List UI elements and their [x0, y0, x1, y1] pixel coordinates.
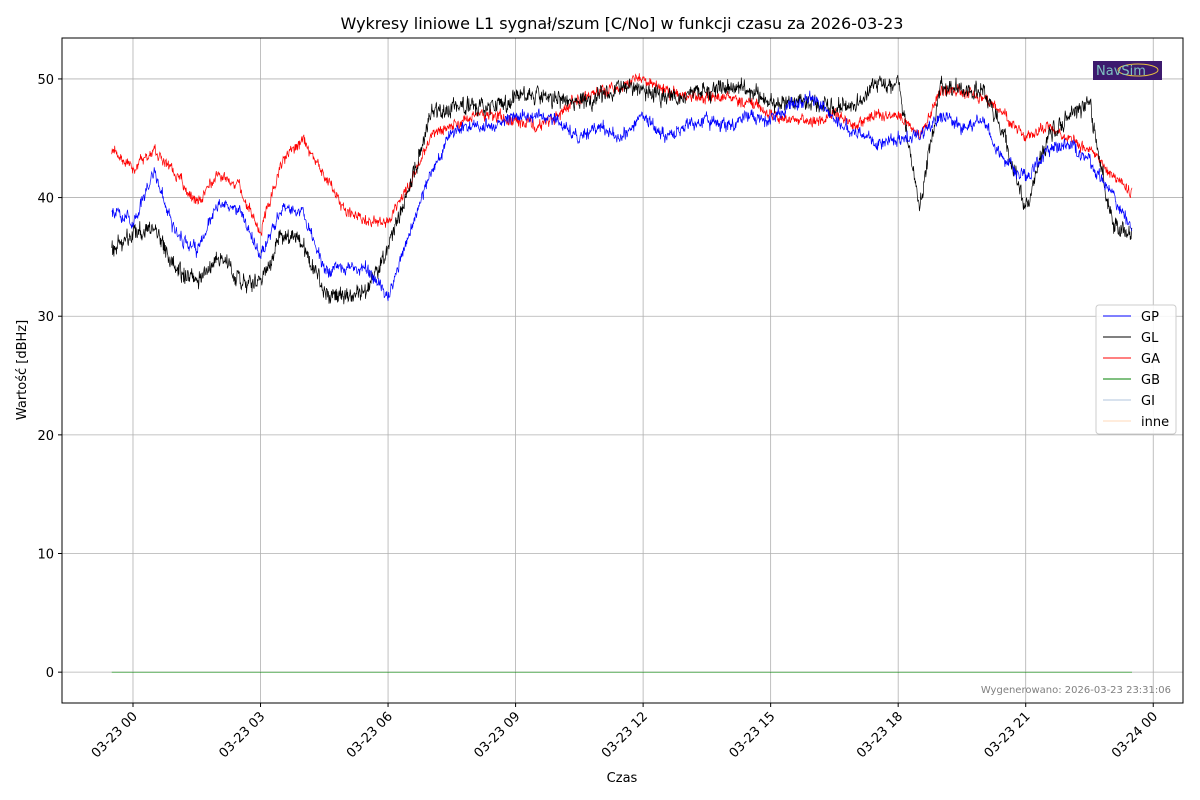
navsim-logo: NavSim	[1093, 61, 1162, 80]
y-tick-label: 0	[46, 666, 54, 681]
y-tick-label: 20	[37, 429, 54, 444]
y-tick-label: 50	[37, 73, 54, 88]
chart-title: Wykresy liniowe L1 sygnał/szum [C/No] w …	[341, 14, 904, 33]
series-line-gp	[111, 90, 1133, 302]
y-axis-label: Wartość [dBHz]	[15, 320, 30, 420]
legend-label: inne	[1141, 415, 1169, 430]
legend-label: GL	[1141, 331, 1159, 346]
logo-text: NavSim	[1096, 64, 1146, 79]
series-line-gl	[111, 74, 1133, 305]
legend: GP GL GA GB GI inne	[1095, 304, 1177, 435]
legend-label: GI	[1141, 394, 1155, 409]
y-tick-label: 30	[37, 310, 54, 325]
y-tick-label: 10	[37, 548, 54, 563]
generated-timestamp: Wygenerowano: 2026-03-23 23:31:06	[981, 685, 1171, 696]
legend-label: GA	[1141, 352, 1160, 367]
y-tick-label: 40	[37, 192, 54, 207]
series-group	[111, 73, 1133, 673]
y-axis: 0 10 20 30 40 50	[37, 73, 62, 681]
plot-frame	[61, 37, 1184, 704]
legend-label: GP	[1141, 310, 1159, 325]
x-axis-label: Czas	[607, 771, 638, 786]
legend-label: GB	[1141, 373, 1160, 388]
